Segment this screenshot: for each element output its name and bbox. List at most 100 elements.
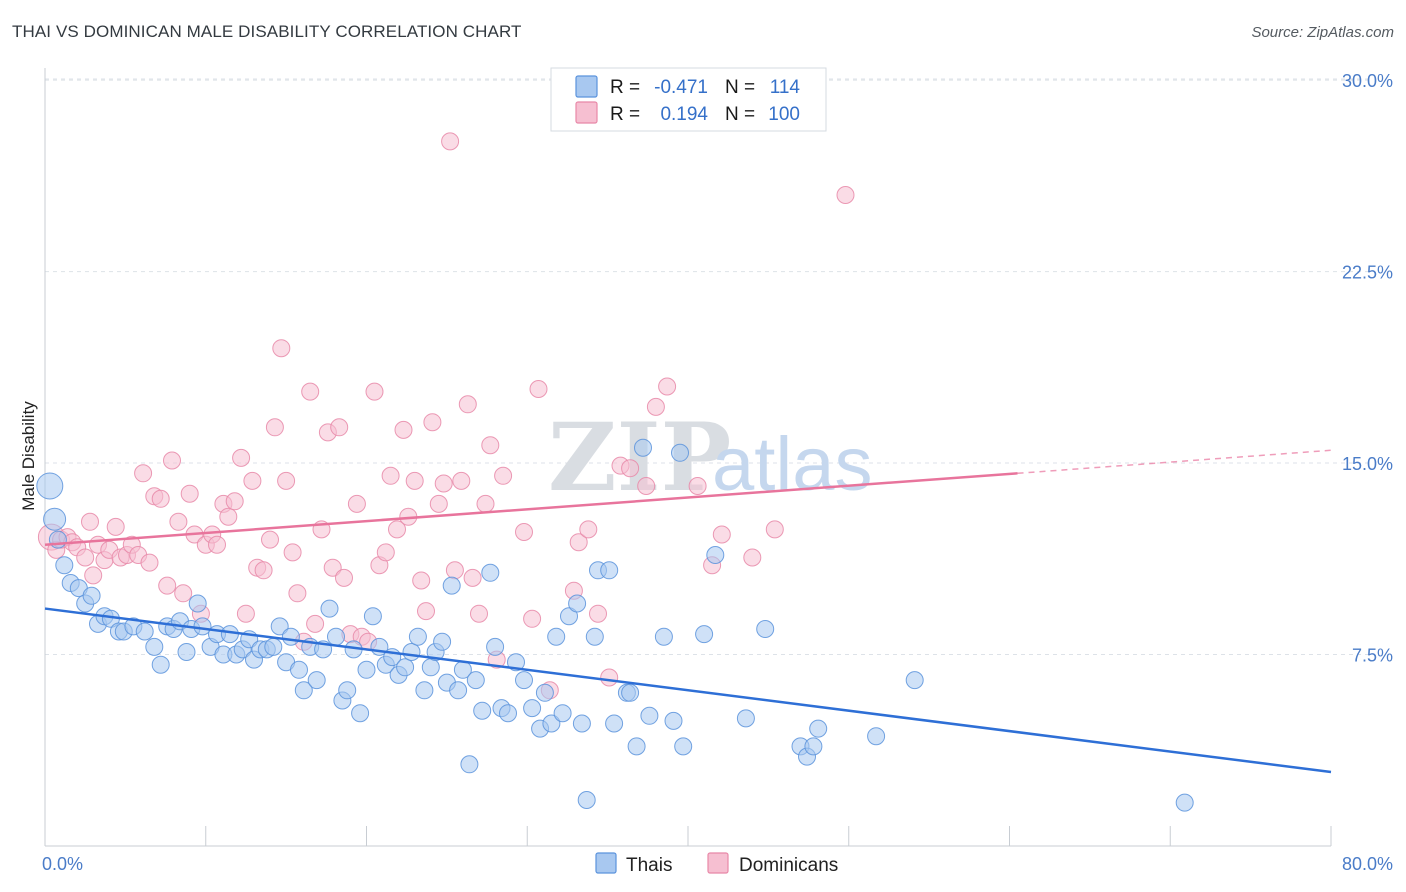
thais-point (135, 622, 154, 641)
thais-point (706, 546, 725, 564)
thais-point (600, 561, 619, 580)
thais-point (351, 704, 370, 723)
dominicans-point (365, 382, 384, 401)
thais-point (408, 627, 427, 646)
thais-point (338, 681, 357, 700)
thais-point (82, 586, 101, 605)
thais-point (867, 727, 886, 746)
legend-n-value: 114 (770, 77, 801, 98)
dominicans-point (301, 382, 320, 401)
dominicans-point (452, 471, 471, 490)
legend-row-thais: R = -0.471 N = 114 (575, 75, 801, 98)
dominicans-point (569, 533, 588, 552)
thais-point (542, 714, 561, 733)
thais-point (523, 699, 542, 718)
legend-label-thais: Thais (626, 855, 672, 876)
dominicans-point (434, 474, 453, 493)
thais-point (627, 737, 646, 756)
series-legend: Thais Dominicans (595, 852, 838, 876)
data-points (36, 132, 1194, 812)
thais-point (621, 683, 640, 702)
thais-point (433, 632, 452, 651)
dominicans-point (658, 377, 677, 396)
dominicans-point (174, 584, 193, 603)
dominicans-point (76, 548, 95, 567)
dominicans-point (277, 471, 296, 490)
thais-point (327, 627, 345, 646)
dominicans-point (265, 418, 284, 437)
dominicans-point (388, 520, 406, 539)
dominicans-point (688, 477, 707, 495)
thais-point (55, 556, 74, 575)
dominicans-point (441, 132, 460, 151)
dominicans-point (169, 512, 188, 531)
thais-point (145, 637, 164, 656)
thais-point (481, 563, 500, 582)
dominicans-trend-extension (1017, 449, 1332, 475)
thais-point (363, 607, 382, 626)
thais-point (553, 704, 572, 723)
dominicans-point (134, 464, 153, 483)
legend-r-value: 0.194 (660, 104, 708, 125)
y-tick-label: 30.0% (1342, 71, 1393, 91)
thais-point (1175, 793, 1194, 812)
y-tick-label: 22.5% (1342, 263, 1393, 283)
dominicans-point (412, 571, 431, 590)
dominicans-point (523, 609, 542, 628)
legend-n-value: 100 (768, 104, 800, 125)
thais-point (415, 681, 434, 700)
dominicans-point (236, 604, 255, 623)
chart-source: Source: ZipAtlas.com (1251, 24, 1394, 41)
y-axis-label: Male Disability (19, 401, 38, 511)
thais-point (442, 576, 461, 595)
dominicans-point (243, 471, 262, 490)
thais-point (640, 706, 659, 725)
thais-point (809, 719, 828, 738)
dominicans-point (470, 604, 488, 623)
legend-swatch-thais (595, 852, 617, 874)
thais-point (473, 701, 492, 720)
dominicans-point (458, 395, 477, 414)
dominicans-point (323, 558, 342, 577)
dominicans-point (765, 520, 784, 539)
thais-point (634, 438, 652, 457)
dominicans-point (381, 466, 400, 485)
dominicans-point (529, 380, 548, 398)
y-tick-label: 15.0% (1342, 454, 1393, 474)
x-tick-label: 0.0% (42, 854, 83, 874)
dominicans-point (463, 568, 482, 587)
dominicans-point (106, 517, 125, 536)
thais-point (36, 472, 64, 500)
thais-point (695, 625, 714, 644)
thais-point (499, 704, 517, 723)
dominicans-point (208, 535, 226, 554)
legend-row-dominicans: R = 0.194 N = 100 (575, 101, 800, 125)
thais-point (535, 683, 554, 702)
dominicans-point (579, 520, 598, 539)
thais-trend-line (44, 607, 1332, 774)
thais-point (270, 617, 289, 636)
dominicans-point (225, 492, 244, 511)
y-tick-label: 7.5% (1352, 646, 1393, 666)
thais-point (294, 681, 313, 700)
thais-point (220, 625, 239, 644)
dominicans-point (637, 477, 656, 495)
thais-point (905, 671, 924, 690)
dominicans-point (288, 584, 307, 603)
thais-point (756, 620, 775, 638)
dominicans-point (151, 489, 170, 508)
thais-point (449, 681, 468, 700)
dominicans-point (515, 523, 533, 541)
thais-point (585, 627, 604, 646)
correlation-legend: R = -0.471 N = 114 R = 0.194 N = 100 (550, 67, 827, 132)
thais-point (664, 711, 683, 730)
dominicans-point (494, 466, 513, 485)
legend-n-label: N = (725, 104, 755, 125)
dominicans-point (743, 548, 762, 567)
thais-point (48, 530, 67, 549)
thais-point (674, 737, 693, 756)
dominicans-point (163, 451, 181, 470)
thais-point (307, 671, 326, 690)
thais-point (486, 637, 505, 656)
